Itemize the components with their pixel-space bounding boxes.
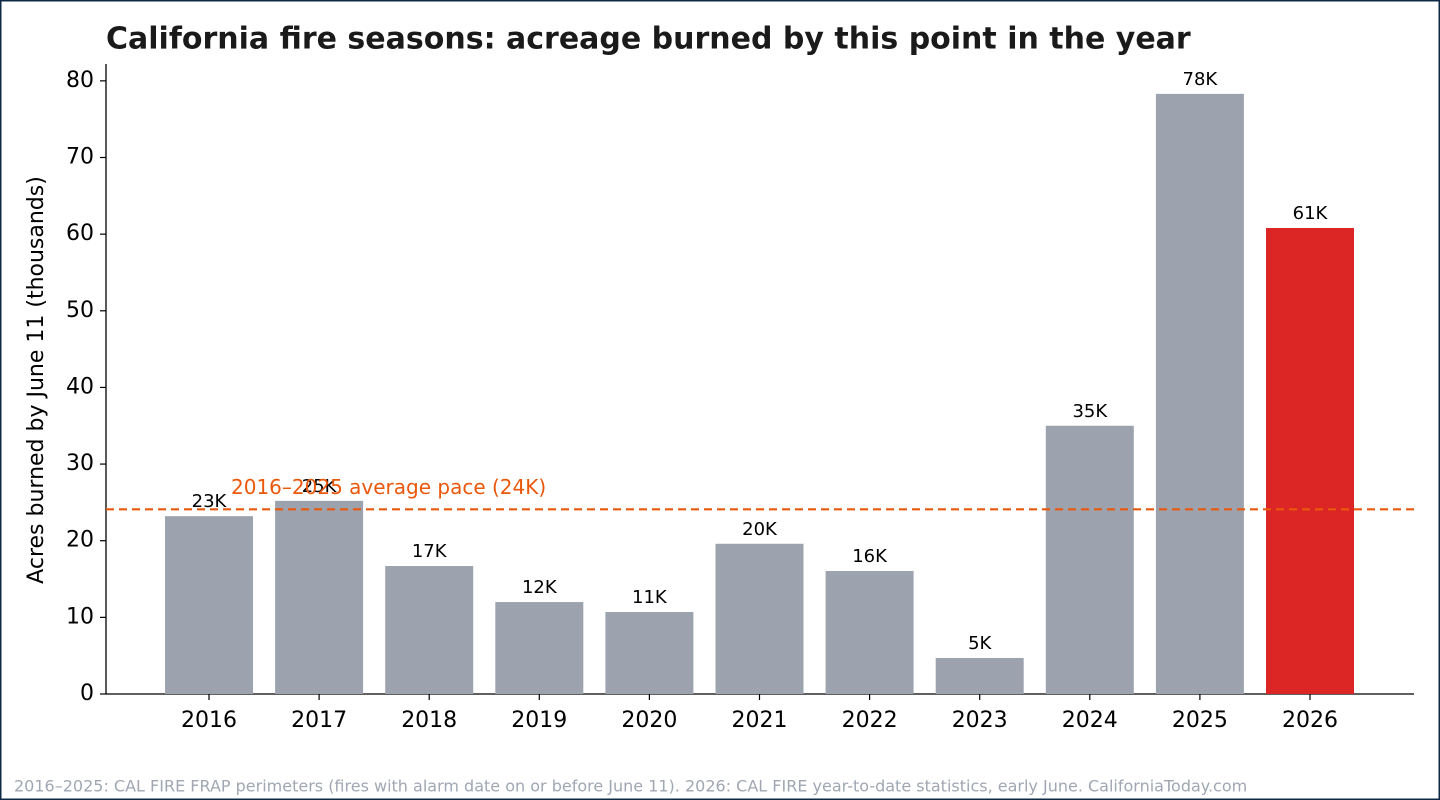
y-tick-label: 80 [66, 68, 94, 93]
bar [1155, 93, 1244, 695]
value-label: 23K [192, 491, 228, 512]
x-tick-label: 2017 [291, 708, 347, 733]
x-tick-label: 2019 [511, 708, 567, 733]
value-label: 16K [852, 546, 888, 567]
x-tick-label: 2020 [621, 708, 677, 733]
x-tick-label: 2023 [952, 708, 1008, 733]
value-label: 12K [522, 577, 558, 598]
bar [825, 570, 914, 694]
x-tick-label: 2016 [181, 708, 237, 733]
bar [165, 516, 253, 694]
bar [385, 566, 474, 694]
value-label: 20K [742, 519, 778, 540]
bar [1266, 228, 1354, 695]
x-tick-label: 2018 [401, 708, 457, 733]
bar [275, 500, 364, 694]
y-tick-label: 10 [66, 604, 94, 629]
y-tick-label: 60 [66, 221, 94, 246]
y-tick-label: 20 [66, 528, 94, 553]
x-tick-label: 2024 [1062, 708, 1118, 733]
x-tick-label: 2026 [1282, 708, 1338, 733]
chart-title: California fire seasons: acreage burned … [106, 22, 1191, 57]
value-label: 35K [1072, 401, 1108, 422]
y-tick-label: 0 [80, 681, 94, 706]
bar [605, 611, 694, 694]
x-tick-label: 2021 [732, 708, 788, 733]
value-label: 5K [968, 633, 992, 654]
value-label: 11K [632, 587, 668, 608]
x-tick-label: 2022 [842, 708, 898, 733]
y-tick-label: 30 [66, 451, 94, 476]
footnote: 2016–2025: CAL FIRE FRAP perimeters (fir… [14, 777, 1247, 796]
y-axis-label: Acres burned by June 11 (thousands) [24, 176, 49, 584]
bar [715, 543, 804, 694]
bar [1045, 425, 1134, 694]
reference-label: 2016–2025 average pace (24K) [231, 475, 546, 499]
value-label: 78K [1183, 69, 1219, 90]
value-label: 61K [1293, 203, 1329, 224]
bar [495, 602, 584, 694]
bar [935, 657, 1024, 694]
y-tick-label: 50 [66, 298, 94, 323]
x-tick-label: 2025 [1172, 708, 1228, 733]
value-label: 25K [302, 476, 338, 497]
value-label: 17K [412, 541, 448, 562]
y-tick-label: 70 [66, 145, 94, 170]
y-tick-label: 40 [66, 374, 94, 399]
